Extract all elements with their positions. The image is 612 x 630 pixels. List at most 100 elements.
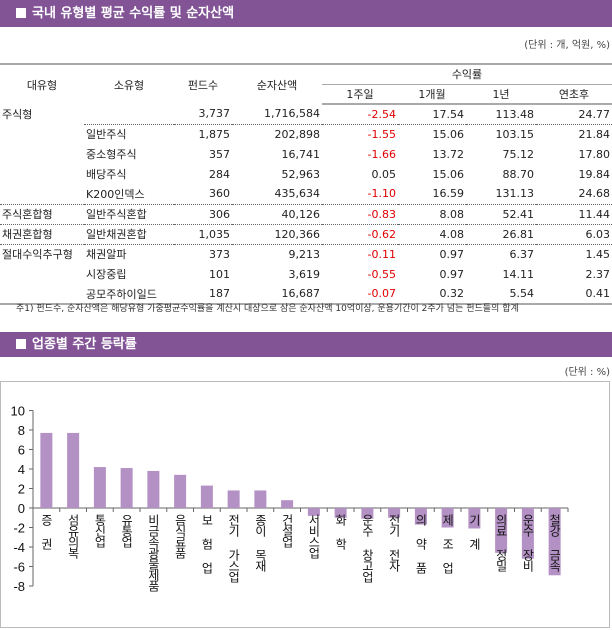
x-category-label: 전기 가스업 xyxy=(226,514,241,582)
cell-m1: 16.59 xyxy=(432,187,465,201)
x-category-label: 화 학 xyxy=(333,514,348,549)
cell-major xyxy=(0,284,84,305)
header-major: 대유형 xyxy=(0,64,84,104)
cell-assets: 16,741 xyxy=(281,147,321,161)
bar xyxy=(93,467,106,508)
cell-funds: 357 xyxy=(209,147,230,161)
cell-funds: 306 xyxy=(174,203,232,224)
cell-y1: 131.13 xyxy=(495,187,535,201)
section-title: 국내 유형별 평균 수익률 및 순자산액 xyxy=(32,6,235,21)
cell-ytd: 17.80 xyxy=(578,147,611,161)
y-tick-label: -6 xyxy=(13,560,25,575)
cell-minor: 시장중립 xyxy=(86,268,127,281)
y-tick-label: -4 xyxy=(13,540,25,555)
table-row: 배당주식 284 52,963 0.05 15.06 88.70 19.84 xyxy=(0,164,612,184)
cell-funds: 3,737 xyxy=(198,107,231,121)
cell-minor: 배당주식 xyxy=(86,168,127,181)
cell-assets: 40,126 xyxy=(232,203,322,224)
header-1w: 1주일 xyxy=(322,84,398,105)
bar xyxy=(334,508,347,518)
cell-major: 채권혼합형 xyxy=(0,223,84,244)
x-category-label: 의 약 품 xyxy=(413,514,428,573)
x-category-label: 건설업 xyxy=(280,514,295,547)
cell-w1: 0.05 xyxy=(371,167,397,181)
header-ytd: 연초후 xyxy=(536,84,612,105)
x-category-label: 운수 장비 xyxy=(520,514,535,571)
cell-minor: 중소형주식 xyxy=(86,148,137,161)
table-row: 채권혼합형 일반채권혼합 1,035 120,366 -0.62 4.08 26.81 6.0… xyxy=(0,223,612,244)
cell-assets: 52,963 xyxy=(281,167,321,181)
cell-w1: -0.83 xyxy=(322,203,398,224)
cell-w1: -0.11 xyxy=(322,243,398,264)
cell-assets: 435,634 xyxy=(274,187,321,201)
cell-m1: 4.08 xyxy=(398,223,466,244)
bar xyxy=(361,508,374,519)
cell-minor: 일반채권혼합 xyxy=(84,223,174,244)
cell-m1: 15.06 xyxy=(398,123,466,144)
cell-minor: K200인덱스 xyxy=(86,187,145,201)
cell-ytd: 24.77 xyxy=(578,107,611,121)
cell-assets: 202,898 xyxy=(232,123,322,144)
cell-m1: 0.32 xyxy=(398,284,466,305)
cell-funds: 187 xyxy=(174,284,232,305)
header-1m: 1개월 xyxy=(398,84,466,105)
cell-minor: 일반주식혼합 xyxy=(84,203,174,224)
cell-y1: 52.41 xyxy=(466,203,536,224)
x-category-label: 증 권 xyxy=(39,514,54,549)
header-funds: 펀드수 xyxy=(174,64,232,104)
cell-m1: 17.54 xyxy=(432,107,465,121)
cell-major: 절대수익추구형 xyxy=(0,243,84,264)
cell-y1: 14.11 xyxy=(502,267,535,281)
cell-m1: 13.72 xyxy=(432,147,465,161)
cell-w1: -1.10 xyxy=(367,187,396,201)
header-returns: 수익률 xyxy=(322,64,612,85)
table-row: 시장중립 101 3,619 -0.55 0.97 14.11 2.37 xyxy=(0,264,612,284)
table-row: 일반주식 1,875 202,898 -1.55 15.06 103.15 21.84 xyxy=(0,123,612,144)
cell-assets: 9,213 xyxy=(232,243,322,264)
cell-funds: 360 xyxy=(209,187,230,201)
cell-assets: 16,687 xyxy=(232,284,322,305)
x-category-label: 전기 전자 xyxy=(387,514,402,571)
cell-y1: 103.15 xyxy=(466,123,536,144)
y-tick-label: -8 xyxy=(13,579,25,594)
x-category-label: 비금속광물제품 xyxy=(146,514,161,591)
y-tick-label: 8 xyxy=(18,423,25,438)
bar xyxy=(281,500,294,508)
x-category-label: 서비스업 xyxy=(306,514,321,558)
header-assets: 순자산액 xyxy=(232,64,322,104)
cell-assets: 1,716,584 xyxy=(264,107,320,121)
chart-unit-label: (단위 : %) xyxy=(564,367,610,378)
cell-funds: 373 xyxy=(174,243,232,264)
square-bullet-icon xyxy=(16,339,26,349)
x-category-label: 음식료품 xyxy=(173,514,188,558)
y-tick-label: 10 xyxy=(11,404,25,419)
x-category-label: 기 계 xyxy=(467,514,482,549)
table-row: 주식혼합형 일반주식혼합 306 40,126 -0.83 8.08 52.41 11.44 xyxy=(0,203,612,224)
cell-ytd: 21.84 xyxy=(536,123,612,144)
cell-assets: 120,366 xyxy=(232,223,322,244)
cell-ytd: 11.44 xyxy=(536,203,612,224)
table-row: K200인덱스 360 435,634 -1.10 16.59 131.13 24.68 xyxy=(0,184,612,204)
bar xyxy=(120,468,133,508)
x-category-label: 섬유의복 xyxy=(66,514,81,558)
y-tick-label: 0 xyxy=(18,501,25,516)
cell-w1: -0.55 xyxy=(367,267,396,281)
bar xyxy=(521,508,534,559)
x-category-label: 제 조 업 xyxy=(440,514,455,573)
section-header-fund-returns: 국내 유형별 평균 수익률 및 순자산액 xyxy=(0,0,612,27)
unit-label: (단위 : 개, 억원, %) xyxy=(524,40,610,51)
cell-y1: 6.37 xyxy=(466,243,536,264)
bar xyxy=(174,474,187,508)
section-header-sector: 업종별 주간 등락률 xyxy=(0,332,612,357)
cell-major: 주식형 xyxy=(2,108,33,121)
y-tick-label: 2 xyxy=(18,482,25,497)
bar xyxy=(414,508,427,525)
bar xyxy=(548,508,561,576)
cell-major: 주식혼합형 xyxy=(0,203,84,224)
x-category-label: 보 험 업 xyxy=(199,514,214,573)
square-bullet-icon xyxy=(16,8,26,18)
bar xyxy=(67,432,80,508)
table-row: 중소형주식 357 16,741 -1.66 13.72 75.12 17.80 xyxy=(0,144,612,164)
x-category-label: 운수 창고업 xyxy=(360,514,375,582)
y-tick-label: 6 xyxy=(18,443,25,458)
